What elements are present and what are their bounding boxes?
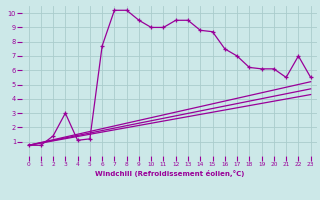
X-axis label: Windchill (Refroidissement éolien,°C): Windchill (Refroidissement éolien,°C) [95, 170, 244, 177]
